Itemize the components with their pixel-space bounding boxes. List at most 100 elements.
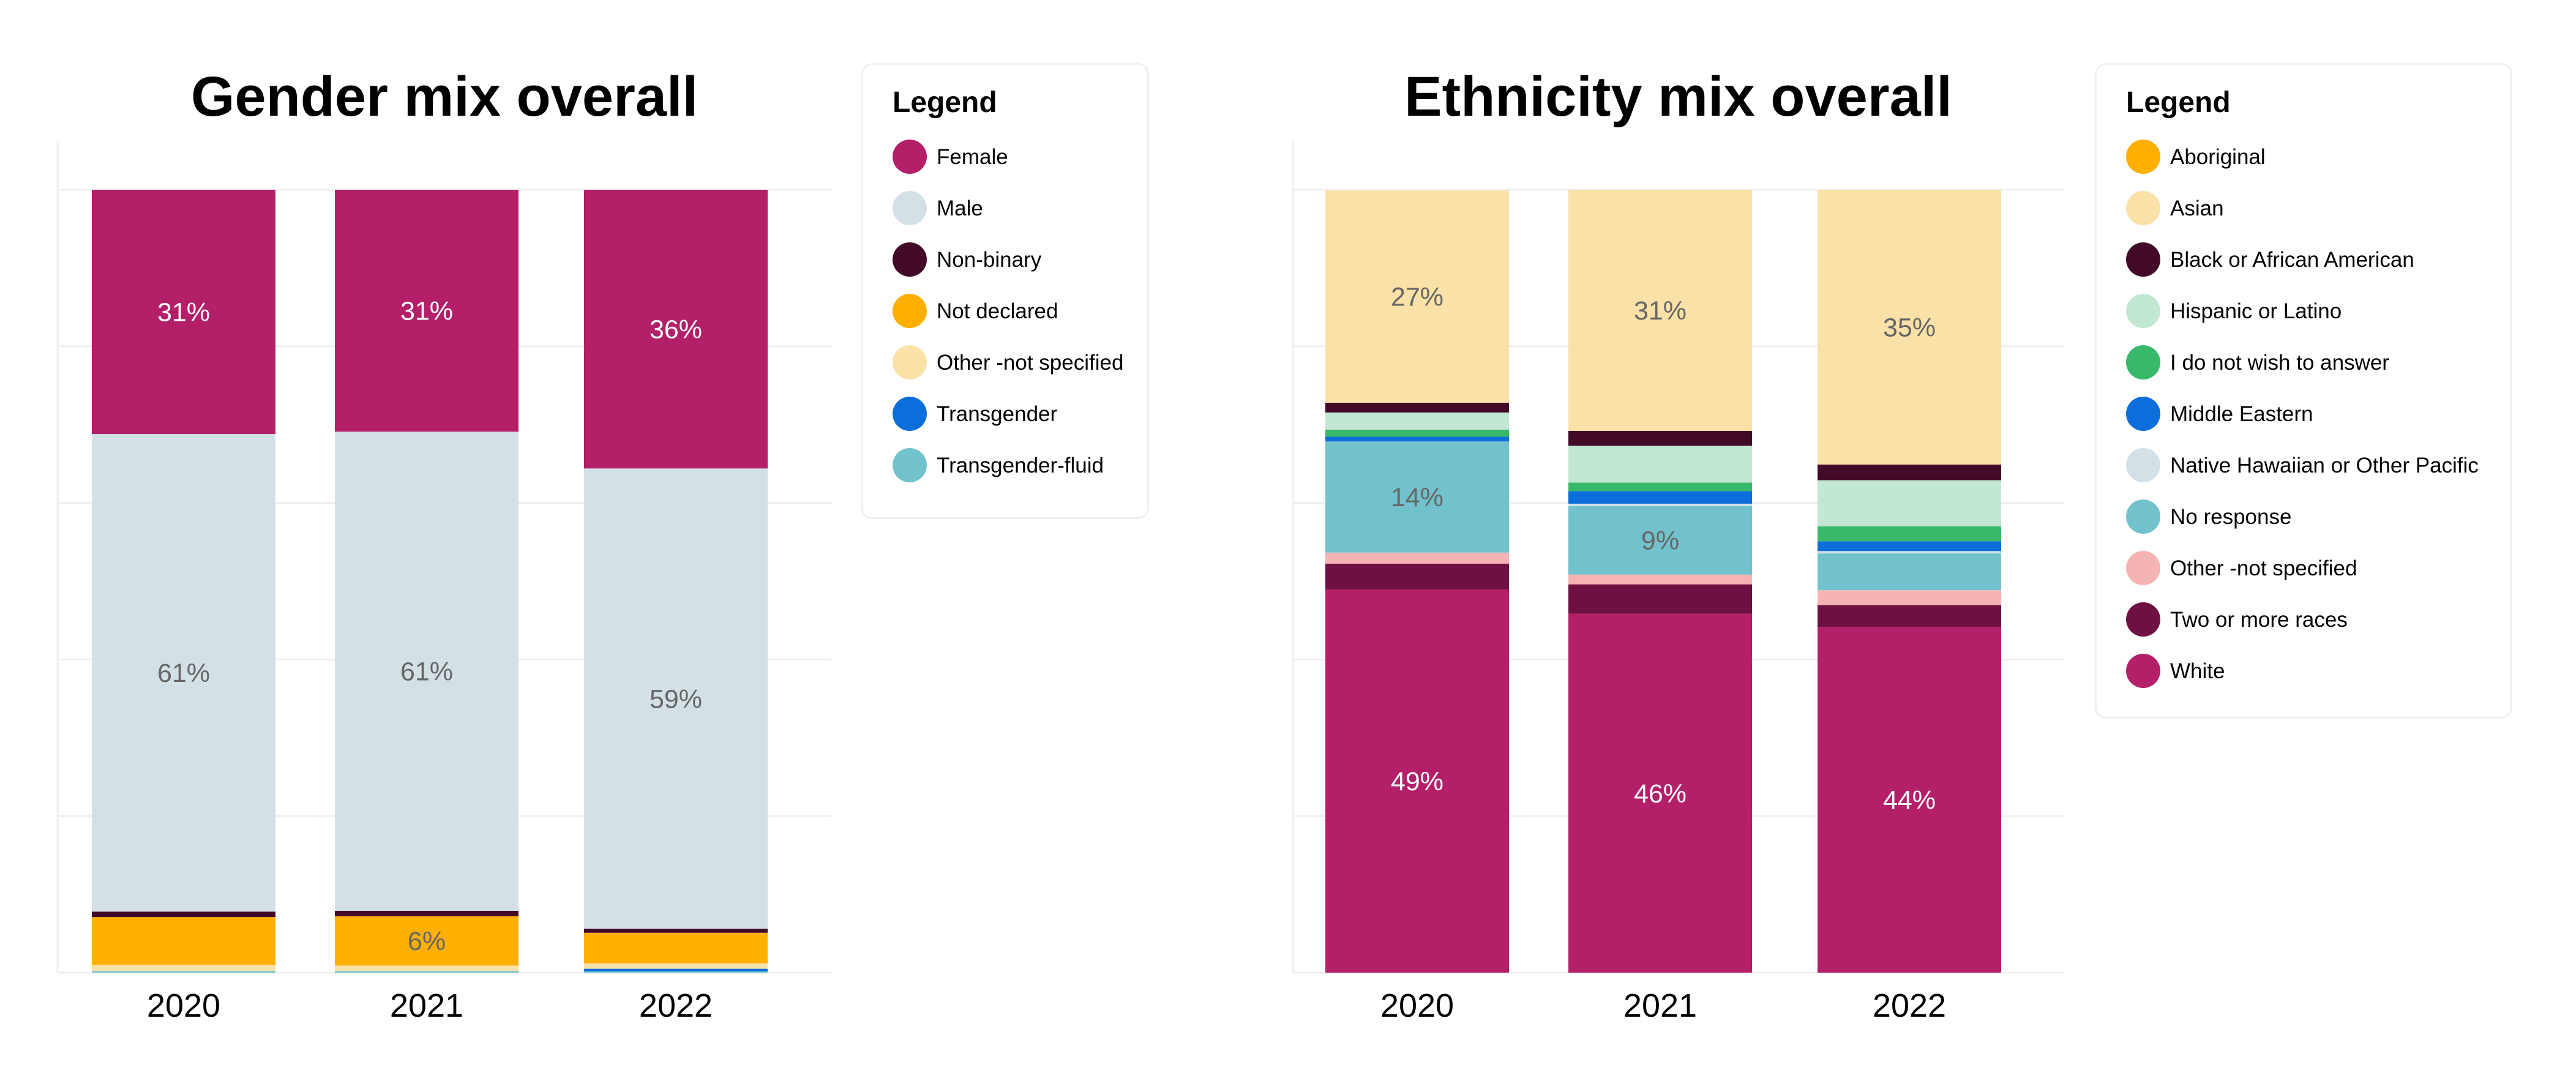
legend-swatch-icon <box>893 345 927 380</box>
legend-item[interactable]: Other -not specified <box>893 345 1123 380</box>
bar-segment-middle-eastern-2020[interactable] <box>1325 436 1509 442</box>
legend-swatch-icon <box>893 242 927 277</box>
bar-segment-native-hawaiian-or-other-pacific-2022[interactable] <box>1818 551 2001 554</box>
bar-segment-female-2020[interactable] <box>92 190 275 435</box>
bar-segment-no-response-2022[interactable] <box>1818 553 2001 591</box>
legend-swatch-icon <box>2126 551 2160 585</box>
data-label: 31% <box>400 297 453 326</box>
legend-label: Two or more races <box>2170 607 2348 632</box>
bar-segment-i-do-not-wish-to-answer-2020[interactable] <box>1325 430 1509 437</box>
legend-label: Aboriginal <box>2170 144 2266 169</box>
bar-segment-female-2021[interactable] <box>335 190 519 432</box>
bar-segment-transgender-fluid-2021[interactable] <box>335 971 519 973</box>
legend-item[interactable]: Two or more races <box>2126 602 2348 637</box>
legend-item[interactable]: Transgender <box>893 397 1057 431</box>
bar-segment-non-binary-2021[interactable] <box>335 910 519 916</box>
bar-segment-two-or-more-races-2021[interactable] <box>1568 584 1752 614</box>
bar-segment-no-response-2020[interactable] <box>1325 441 1509 553</box>
legend-label: Black or African American <box>2170 247 2414 272</box>
bar-segment-transgender-fluid-2020[interactable] <box>92 971 275 973</box>
x-tick-label: 2022 <box>1873 987 1946 1024</box>
legend-swatch-icon <box>2126 140 2160 174</box>
bar-segment-hispanic-or-latino-2020[interactable] <box>1325 412 1509 430</box>
bar-segment-transgender-fluid-2022[interactable] <box>584 971 768 973</box>
bar-segment-asian-2022[interactable] <box>1818 190 2001 465</box>
legend-swatch-icon <box>893 294 927 328</box>
legend-item[interactable]: Black or African American <box>2126 242 2414 277</box>
data-label: 59% <box>650 684 702 714</box>
bar-segment-other-not-specified-2022[interactable] <box>1818 590 2001 605</box>
x-tick-label: 2020 <box>147 987 220 1024</box>
bar-segment-non-binary-2022[interactable] <box>584 929 768 933</box>
bar-segment-male-2021[interactable] <box>335 432 519 911</box>
bar-segment-female-2022[interactable] <box>584 190 768 469</box>
gender-legend: Legend Female Male Non-binary Not declared O… <box>861 63 1149 519</box>
bar-segment-male-2022[interactable] <box>584 468 768 929</box>
legend-swatch-icon <box>893 397 927 431</box>
legend-item[interactable]: Native Hawaiian or Other Pacific <box>2126 448 2479 482</box>
legend-label: No response <box>2170 504 2292 529</box>
bar-segment-native-hawaiian-or-other-pacific-2021[interactable] <box>1568 503 1752 506</box>
data-label: 61% <box>157 659 210 688</box>
bar-segment-non-binary-2020[interactable] <box>92 911 275 918</box>
bar-segment-not-declared-2020[interactable] <box>92 917 275 965</box>
legend-item[interactable]: Not declared <box>893 294 1058 328</box>
x-tick-label: 2021 <box>1623 987 1697 1024</box>
legend-swatch-icon <box>2126 654 2160 688</box>
bar-segment-two-or-more-races-2020[interactable] <box>1325 563 1509 589</box>
legend-swatch-icon <box>2126 602 2160 637</box>
bar-segment-black-or-african-american-2022[interactable] <box>1818 464 2001 481</box>
bar-segment-white-2021[interactable] <box>1568 613 1752 973</box>
bar-segment-other-not-specified-2021[interactable] <box>1568 574 1752 585</box>
bar-segment-hispanic-or-latino-2021[interactable] <box>1568 446 1752 483</box>
bar-segment-other-not-specified-2021[interactable] <box>335 965 519 971</box>
data-label: 49% <box>1391 767 1443 796</box>
bar-segment-asian-2020[interactable] <box>1325 190 1509 403</box>
legend-swatch-icon <box>893 140 927 174</box>
x-tick-label: 2020 <box>1380 987 1454 1024</box>
bar-segment-black-or-african-american-2020[interactable] <box>1325 402 1509 413</box>
legend-label: Male <box>937 196 983 220</box>
data-label: 27% <box>1391 283 1443 312</box>
bar-segment-middle-eastern-2021[interactable] <box>1568 491 1752 504</box>
legend-item[interactable]: Hispanic or Latino <box>2126 294 2342 328</box>
legend-item[interactable]: Aboriginal <box>2126 140 2266 174</box>
bar-segment-other-not-specified-2022[interactable] <box>584 963 768 969</box>
bar-segment-male-2020[interactable] <box>92 434 275 912</box>
legend-item[interactable]: Transgender-fluid <box>893 448 1104 482</box>
bar-segment-two-or-more-races-2022[interactable] <box>1818 605 2001 627</box>
bar-segment-not-declared-2021[interactable] <box>335 916 519 966</box>
bar-segment-black-or-african-american-2021[interactable] <box>1568 430 1752 446</box>
legend-item[interactable]: Non-binary <box>893 242 1041 277</box>
legend-swatch-icon <box>2126 294 2160 328</box>
bar-segment-transgender-2022[interactable] <box>584 968 768 972</box>
legend-item[interactable]: Middle Eastern <box>2126 397 2313 431</box>
legend-item[interactable]: No response <box>2126 499 2291 534</box>
data-label: 6% <box>408 927 446 956</box>
legend-item[interactable]: Other -not specified <box>2126 551 2357 585</box>
gender-chart: 61% 31% 2020 6% 61% 31% 2021 59% 36% 2022 <box>56 141 831 1024</box>
bar-segment-middle-eastern-2022[interactable] <box>1818 541 2001 552</box>
legend-label: Asian <box>2170 196 2224 220</box>
legend-swatch-icon <box>2126 191 2160 225</box>
data-label: 9% <box>1641 526 1679 556</box>
bar-segment-other-not-specified-2020[interactable] <box>92 965 275 971</box>
data-label: 46% <box>1634 779 1687 809</box>
data-label: 31% <box>1634 296 1687 326</box>
legend-item[interactable]: Male <box>893 191 983 225</box>
ethnicity-chart-title: Ethnicity mix overall <box>1404 65 1952 128</box>
bar-segment-hispanic-or-latino-2022[interactable] <box>1818 480 2001 526</box>
bar-segment-no-response-2021[interactable] <box>1568 506 1752 575</box>
bar-segment-asian-2021[interactable] <box>1568 190 1752 431</box>
bar-segment-white-2020[interactable] <box>1325 589 1509 973</box>
bar-segment-i-do-not-wish-to-answer-2022[interactable] <box>1818 526 2001 542</box>
bar-segment-not-declared-2022[interactable] <box>584 932 768 963</box>
legend-item[interactable]: I do not wish to answer <box>2126 345 2389 380</box>
bar-segment-white-2022[interactable] <box>1818 627 2001 973</box>
legend-item[interactable]: Asian <box>2126 191 2224 225</box>
legend-item[interactable]: Female <box>893 140 1008 174</box>
bar-segment-i-do-not-wish-to-answer-2021[interactable] <box>1568 482 1752 492</box>
legend-label: Middle Eastern <box>2170 402 2313 426</box>
legend-item[interactable]: White <box>2126 654 2225 688</box>
bar-segment-other-not-specified-2020[interactable] <box>1325 552 1509 564</box>
